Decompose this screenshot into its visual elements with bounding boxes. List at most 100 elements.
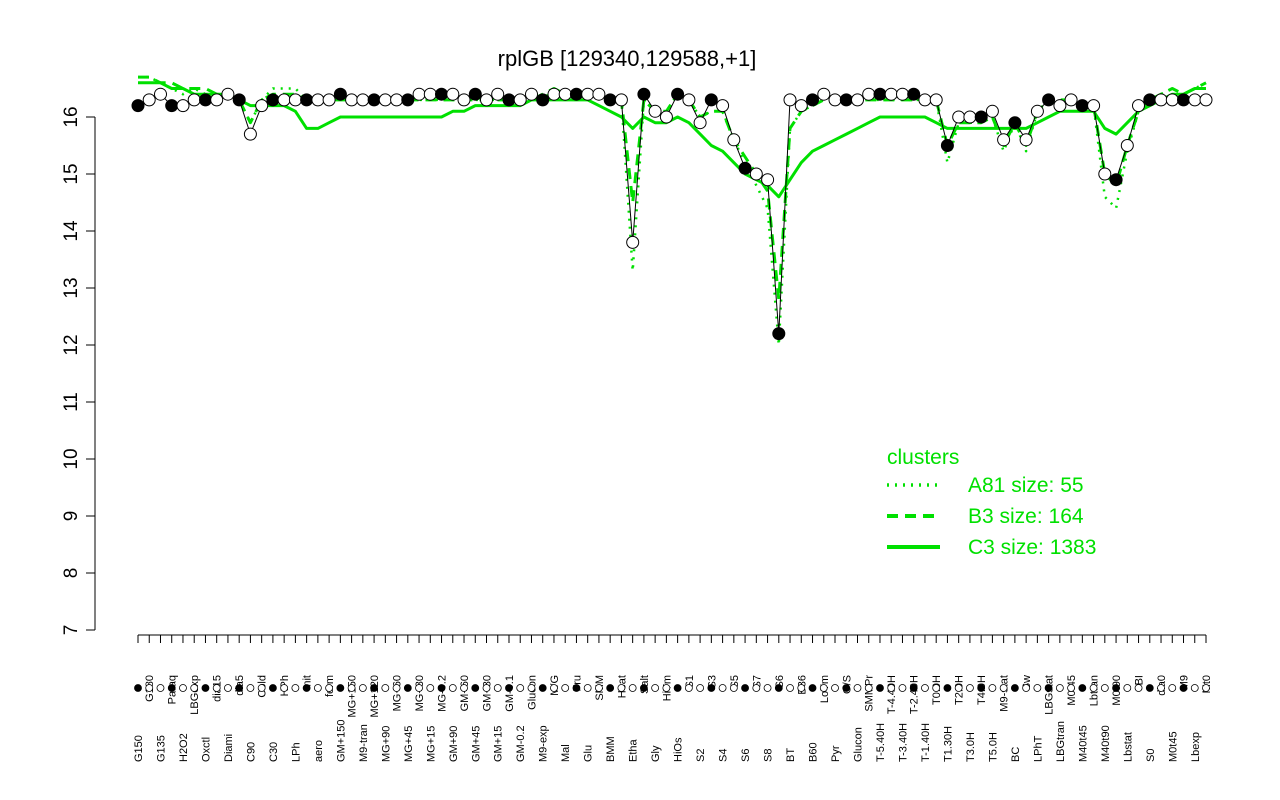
data-point: [1019, 133, 1033, 147]
data-point: [1042, 93, 1056, 107]
x-tick-label: GM+150: [335, 720, 347, 763]
x-marker: [921, 684, 929, 692]
x-marker: [876, 684, 884, 692]
x-tick-label: MG+30: [414, 675, 426, 711]
data-point: [165, 99, 179, 113]
y-tick-label: 7: [61, 625, 82, 636]
data-point: [311, 93, 325, 107]
y-tick-label: 10: [61, 448, 82, 469]
x-tick-label: MG-0.2: [437, 675, 449, 712]
data-point: [142, 93, 156, 107]
data-point: [345, 93, 359, 107]
data-point: [974, 110, 988, 124]
x-marker: [527, 684, 536, 692]
x-marker: [437, 684, 446, 692]
x-marker: [224, 684, 232, 692]
data-point: [1098, 167, 1112, 181]
data-point: [637, 87, 651, 101]
y-tick-label: 14: [61, 220, 82, 242]
x-tick-label: BT: [785, 748, 797, 762]
x-marker: [482, 684, 491, 692]
y-tick-label: 15: [61, 163, 82, 184]
x-marker: [966, 684, 974, 692]
data-point: [952, 110, 966, 124]
x-marker: [1010, 684, 1019, 692]
x-marker: [583, 684, 592, 692]
data-point: [1075, 99, 1089, 113]
x-tick-label: S6: [740, 749, 752, 762]
data-point: [367, 93, 381, 107]
x-marker: [1190, 684, 1199, 692]
x-tick-label: S8: [763, 749, 775, 762]
x-tick-label: LBGexp: [189, 675, 201, 715]
data-point: [1154, 93, 1168, 107]
legend-title: clusters: [887, 446, 959, 469]
x-tick-label: HiOs: [673, 737, 685, 762]
x-marker: [887, 684, 896, 692]
x-marker: [932, 684, 941, 692]
x-tick-label: GM-0.2: [515, 725, 527, 762]
data-point: [266, 93, 280, 107]
data-point: [457, 93, 471, 107]
x-marker: [246, 684, 255, 692]
x-tick-label: S2: [695, 749, 707, 762]
data-point: [277, 93, 291, 107]
x-tick-label: LPh: [290, 742, 302, 762]
x-marker: [864, 684, 873, 692]
x-marker: [313, 684, 322, 692]
y-tick-label: 12: [61, 334, 82, 355]
data-point: [558, 87, 572, 101]
data-point: [322, 93, 336, 107]
x-tick-label: Gly: [650, 745, 662, 762]
x-marker: [1033, 684, 1042, 692]
data-point: [1177, 93, 1190, 107]
y-tick-label: 8: [61, 568, 82, 579]
data-point: [794, 99, 808, 113]
x-marker: [426, 684, 435, 692]
data-point: [243, 127, 257, 141]
data-point: [1143, 93, 1157, 107]
x-tick-label: M9-exp: [538, 725, 550, 762]
x-tick-label: aero: [313, 740, 325, 762]
x-tick-label: M0t45: [1167, 731, 1179, 762]
data-point: [1165, 93, 1179, 107]
y-tick-label: 11: [61, 392, 82, 412]
x-tick-label: GM+30: [482, 675, 494, 711]
x-marker: [1078, 684, 1087, 692]
x-tick-label: M40t90: [1100, 725, 1112, 762]
x-marker: [415, 684, 423, 692]
x-marker: [572, 684, 581, 692]
data-point: [536, 93, 550, 107]
x-marker: [167, 684, 176, 692]
x-tick-label: GM+60: [459, 675, 471, 711]
x-marker: [617, 684, 626, 692]
x-tick-label: MG+15: [425, 726, 437, 762]
x-axis: G150G180G135ParaqH2O2LBGexpOxctldia15Dia…: [133, 634, 1213, 763]
data-point: [862, 87, 876, 101]
data-point: [300, 93, 314, 107]
data-point: [401, 93, 415, 107]
x-tick-label: G150: [133, 735, 145, 762]
data-point: [1132, 99, 1145, 113]
data-point: [199, 93, 212, 107]
data-point: [412, 87, 426, 101]
x-marker: [1179, 684, 1188, 692]
data-point: [772, 327, 786, 341]
x-tick-label: Pyr: [830, 745, 842, 762]
x-marker: [673, 684, 682, 692]
x-marker: [505, 684, 513, 692]
data-point: [1087, 99, 1101, 113]
x-marker: [909, 684, 918, 692]
x-marker: [707, 684, 716, 692]
x-marker: [831, 684, 839, 692]
x-tick-label: GM-0.1: [504, 675, 516, 712]
x-marker: [370, 684, 378, 692]
data-point: [648, 104, 662, 118]
cluster-line-b3: [138, 75, 1207, 301]
x-marker: [1134, 684, 1143, 692]
x-marker: [1112, 684, 1120, 692]
data-point: [446, 87, 460, 101]
x-marker: [235, 684, 244, 692]
x-tick-label: C30: [268, 742, 280, 762]
data-point: [985, 104, 999, 118]
